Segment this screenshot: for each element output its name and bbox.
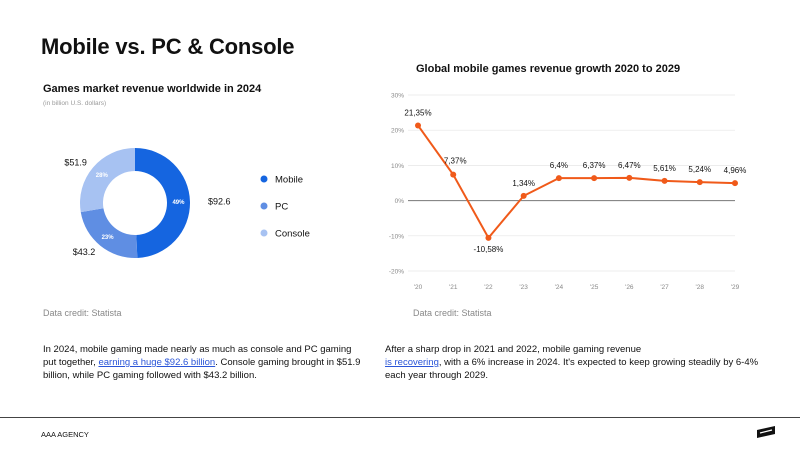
left-description-text-1: In 2024, mobile gaming made nearly as mu… <box>43 344 352 368</box>
x-tick-label: '29 <box>731 284 740 291</box>
data-label: 5,61% <box>653 164 676 173</box>
x-tick-label: '23 <box>519 284 528 291</box>
donut-chart-unit: (in billion U.S. dollars) <box>43 100 107 107</box>
growth-line <box>417 124 736 240</box>
donut-percent-label: 28% <box>96 173 109 179</box>
legend-label-mobile: Mobile <box>275 175 303 186</box>
page-title: Mobile vs. PC & Console <box>41 34 295 59</box>
data-point <box>450 171 457 178</box>
donut-percent-label: 49% <box>172 200 185 206</box>
right-description-text-1: After a sharp drop in 2021 and 2022, mob… <box>385 344 642 355</box>
x-tick-label: '26 <box>625 284 634 291</box>
data-point <box>661 177 668 184</box>
x-tick-label: '27 <box>660 284 669 291</box>
footer-divider <box>0 417 800 418</box>
data-label: 6,37% <box>583 161 606 170</box>
x-tick-label: '22 <box>484 284 493 291</box>
y-tick-label: 20% <box>391 128 404 135</box>
data-label: 4,96% <box>724 166 747 175</box>
data-label: 5,24% <box>688 165 711 174</box>
recovering-link[interactable]: is recovering <box>385 357 439 368</box>
left-description: In 2024, mobile gaming made nearly as mu… <box>43 343 363 382</box>
x-tick-label: '21 <box>449 284 458 291</box>
data-label: 21,35% <box>404 108 431 117</box>
data-point <box>555 175 562 182</box>
legend-label-pc: PC <box>275 202 288 213</box>
data-point <box>485 234 492 241</box>
legend-marker-console <box>260 229 268 237</box>
x-tick-label: '28 <box>696 284 705 291</box>
data-point <box>520 192 527 199</box>
right-description-text-2: , with a 6% increase in 2024. It's expec… <box>385 357 759 381</box>
donut-value-label: $51.9 <box>64 157 87 167</box>
donut-value-label: $43.2 <box>73 247 96 257</box>
y-tick-label: -10% <box>389 233 404 240</box>
data-label: 6,4% <box>550 161 568 170</box>
agency-name: AAA AGENCY <box>41 430 89 439</box>
y-tick-label: 10% <box>391 163 404 170</box>
x-tick-label: '20 <box>414 284 423 291</box>
line-chart-title: Global mobile games revenue growth 2020 … <box>416 63 681 75</box>
data-point <box>591 175 598 182</box>
y-tick-label: -20% <box>389 269 404 276</box>
donut-chart-title: Games market revenue worldwide in 2024 <box>43 83 262 95</box>
legend-marker-pc <box>260 202 268 210</box>
donut-value-label: $92.6 <box>208 197 231 207</box>
data-label: -10,58% <box>474 245 504 254</box>
data-label: 1,34% <box>512 179 535 188</box>
data-point <box>732 180 738 187</box>
brand-logo-icon <box>757 426 775 438</box>
data-point <box>696 179 703 186</box>
mobile-revenue-link[interactable]: earning a huge $92.6 billion <box>98 357 216 368</box>
donut-slice-pc <box>80 208 138 258</box>
donut-percent-label: 23% <box>102 235 115 241</box>
data-point <box>415 122 421 129</box>
right-data-credit: Data credit: Statista <box>413 308 492 318</box>
y-tick-label: 0% <box>395 198 405 205</box>
legend-label-console: Console <box>275 229 310 240</box>
left-data-credit: Data credit: Statista <box>43 308 122 318</box>
legend-marker-mobile <box>260 175 268 183</box>
donut-slice-console <box>80 148 135 213</box>
data-label: 7,37% <box>444 157 467 166</box>
donut-slice-mobile <box>135 148 190 258</box>
donut-chart: 49% $92.6 23% $43.2 28% $51.9 Mobile PC Console <box>64 148 310 258</box>
data-label: 6,47% <box>618 161 641 170</box>
left-description-text-2: . Console gaming brought in $51.9 billio… <box>43 357 361 381</box>
line-chart: 30% 20% 10% 0% -10% -20% '20 '21 '22 '23 '24 '25 '26… <box>389 93 747 292</box>
y-tick-label: 30% <box>391 93 404 100</box>
right-description: After a sharp drop in 2021 and 2022, mob… <box>385 343 765 382</box>
x-tick-label: '25 <box>590 284 599 291</box>
data-point <box>626 174 633 181</box>
x-tick-label: '24 <box>555 284 564 291</box>
